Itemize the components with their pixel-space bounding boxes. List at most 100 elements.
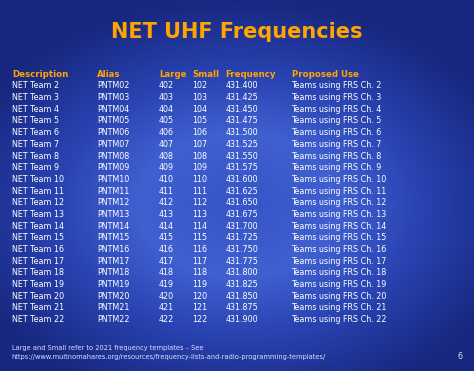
Text: PNTM10: PNTM10 — [97, 175, 129, 184]
Text: 431.500: 431.500 — [225, 128, 258, 137]
Text: 431.600: 431.600 — [225, 175, 258, 184]
Text: 431.750: 431.750 — [225, 245, 258, 254]
Text: 117: 117 — [192, 257, 207, 266]
Text: 416: 416 — [159, 245, 174, 254]
Text: Teams using FRS Ch. 8: Teams using FRS Ch. 8 — [292, 151, 382, 161]
Text: NET Team 17: NET Team 17 — [12, 257, 64, 266]
Text: 431.775: 431.775 — [225, 257, 258, 266]
Text: Teams using FRS Ch. 10: Teams using FRS Ch. 10 — [292, 175, 387, 184]
Text: 120: 120 — [192, 292, 207, 301]
Text: 431.825: 431.825 — [225, 280, 258, 289]
Text: PNTM20: PNTM20 — [97, 292, 129, 301]
Text: Frequency: Frequency — [225, 70, 276, 79]
Text: Alias: Alias — [97, 70, 121, 79]
Text: Teams using FRS Ch. 15: Teams using FRS Ch. 15 — [292, 233, 387, 242]
Text: Teams using FRS Ch. 17: Teams using FRS Ch. 17 — [292, 257, 387, 266]
Text: 105: 105 — [192, 116, 207, 125]
Text: PNTM09: PNTM09 — [97, 163, 129, 172]
Text: https://www.multnomahares.org/resources/frequency-lists-and-radio-programming-te: https://www.multnomahares.org/resources/… — [12, 354, 326, 360]
Text: Teams using FRS Ch. 7: Teams using FRS Ch. 7 — [292, 140, 382, 149]
Text: Teams using FRS Ch. 3: Teams using FRS Ch. 3 — [292, 93, 382, 102]
Text: NET Team 15: NET Team 15 — [12, 233, 64, 242]
Text: PNTM05: PNTM05 — [97, 116, 129, 125]
Text: PNTM11: PNTM11 — [97, 187, 129, 196]
Text: PNTM14: PNTM14 — [97, 221, 129, 231]
Text: Teams using FRS Ch. 22: Teams using FRS Ch. 22 — [292, 315, 387, 324]
Text: Teams using FRS Ch. 14: Teams using FRS Ch. 14 — [292, 221, 387, 231]
Text: 412: 412 — [159, 198, 174, 207]
Text: NET Team 4: NET Team 4 — [12, 105, 59, 114]
Text: NET Team 3: NET Team 3 — [12, 93, 59, 102]
Text: NET Team 8: NET Team 8 — [12, 151, 59, 161]
Text: PNTM03: PNTM03 — [97, 93, 129, 102]
Text: 422: 422 — [159, 315, 174, 324]
Text: 431.525: 431.525 — [225, 140, 258, 149]
Text: PNTM17: PNTM17 — [97, 257, 129, 266]
Text: 431.575: 431.575 — [225, 163, 258, 172]
Text: PNTM19: PNTM19 — [97, 280, 129, 289]
Text: 431.850: 431.850 — [225, 292, 258, 301]
Text: 431.400: 431.400 — [225, 81, 258, 91]
Text: NET Team 12: NET Team 12 — [12, 198, 64, 207]
Text: NET Team 14: NET Team 14 — [12, 221, 64, 231]
Text: 121: 121 — [192, 303, 207, 312]
Text: 431.450: 431.450 — [225, 105, 258, 114]
Text: 119: 119 — [192, 280, 207, 289]
Text: 431.875: 431.875 — [225, 303, 258, 312]
Text: 419: 419 — [159, 280, 174, 289]
Text: 107: 107 — [192, 140, 207, 149]
Text: 104: 104 — [192, 105, 207, 114]
Text: 118: 118 — [192, 268, 207, 278]
Text: 108: 108 — [192, 151, 207, 161]
Text: PNTM06: PNTM06 — [97, 128, 129, 137]
Text: Proposed Use: Proposed Use — [292, 70, 358, 79]
Text: NET Team 11: NET Team 11 — [12, 187, 64, 196]
Text: 109: 109 — [192, 163, 207, 172]
Text: 431.475: 431.475 — [225, 116, 258, 125]
Text: 404: 404 — [159, 105, 174, 114]
Text: NET Team 7: NET Team 7 — [12, 140, 59, 149]
Text: 102: 102 — [192, 81, 207, 91]
Text: 103: 103 — [192, 93, 207, 102]
Text: Small: Small — [192, 70, 219, 79]
Text: NET Team 5: NET Team 5 — [12, 116, 59, 125]
Text: 106: 106 — [192, 128, 207, 137]
Text: 420: 420 — [159, 292, 174, 301]
Text: NET Team 13: NET Team 13 — [12, 210, 64, 219]
Text: 114: 114 — [192, 221, 207, 231]
Text: PNTM08: PNTM08 — [97, 151, 129, 161]
Text: 115: 115 — [192, 233, 207, 242]
Text: NET Team 18: NET Team 18 — [12, 268, 64, 278]
Text: 431.550: 431.550 — [225, 151, 258, 161]
Text: Teams using FRS Ch. 20: Teams using FRS Ch. 20 — [292, 292, 387, 301]
Text: NET Team 9: NET Team 9 — [12, 163, 59, 172]
Text: 415: 415 — [159, 233, 174, 242]
Text: NET Team 19: NET Team 19 — [12, 280, 64, 289]
Text: 410: 410 — [159, 175, 174, 184]
Text: Teams using FRS Ch. 4: Teams using FRS Ch. 4 — [292, 105, 382, 114]
Text: PNTM13: PNTM13 — [97, 210, 129, 219]
Text: NET Team 21: NET Team 21 — [12, 303, 64, 312]
Text: Teams using FRS Ch. 6: Teams using FRS Ch. 6 — [292, 128, 382, 137]
Text: Teams using FRS Ch. 18: Teams using FRS Ch. 18 — [292, 268, 387, 278]
Text: Teams using FRS Ch. 21: Teams using FRS Ch. 21 — [292, 303, 387, 312]
Text: 409: 409 — [159, 163, 174, 172]
Text: NET Team 16: NET Team 16 — [12, 245, 64, 254]
Text: Teams using FRS Ch. 19: Teams using FRS Ch. 19 — [292, 280, 387, 289]
Text: 411: 411 — [159, 187, 174, 196]
Text: 122: 122 — [192, 315, 207, 324]
Text: NET UHF Frequencies: NET UHF Frequencies — [111, 22, 363, 42]
Text: 417: 417 — [159, 257, 174, 266]
Text: PNTM15: PNTM15 — [97, 233, 129, 242]
Text: Teams using FRS Ch. 2: Teams using FRS Ch. 2 — [292, 81, 382, 91]
Text: 413: 413 — [159, 210, 174, 219]
Text: PNTM16: PNTM16 — [97, 245, 129, 254]
Text: 431.900: 431.900 — [225, 315, 258, 324]
Text: 431.700: 431.700 — [225, 221, 258, 231]
Text: NET Team 10: NET Team 10 — [12, 175, 64, 184]
Text: PNTM18: PNTM18 — [97, 268, 129, 278]
Text: PNTM04: PNTM04 — [97, 105, 129, 114]
Text: Teams using FRS Ch. 13: Teams using FRS Ch. 13 — [292, 210, 387, 219]
Text: 402: 402 — [159, 81, 174, 91]
Text: 6: 6 — [457, 352, 462, 361]
